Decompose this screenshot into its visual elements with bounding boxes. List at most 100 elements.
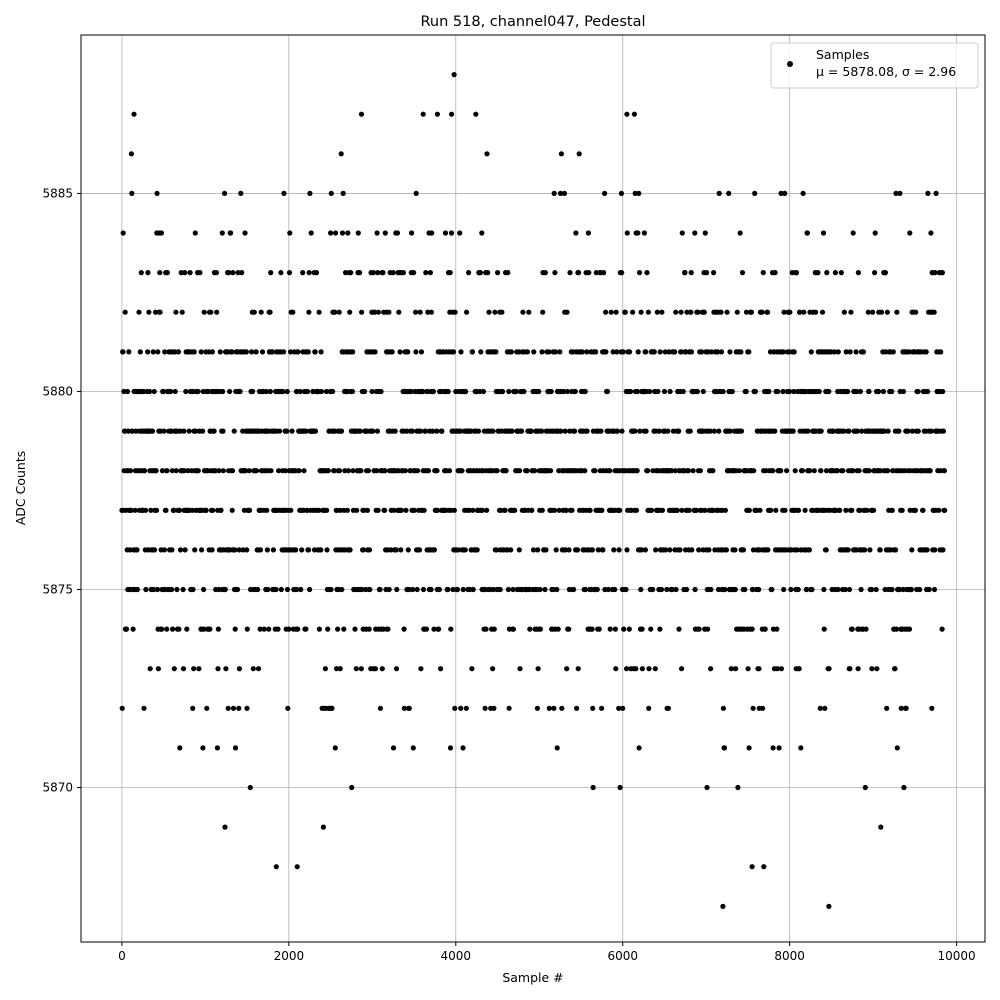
data-point (931, 586, 938, 593)
data-point (924, 547, 930, 553)
data-point (299, 547, 305, 553)
data-point (670, 428, 677, 434)
data-point (372, 309, 378, 315)
data-point (193, 428, 199, 434)
data-point (394, 586, 400, 593)
data-point (740, 547, 747, 553)
data-point (420, 388, 426, 395)
data-point (849, 626, 855, 632)
data-point (155, 666, 161, 672)
data-point (261, 626, 267, 632)
data-point (423, 270, 429, 276)
outlier-point (131, 111, 137, 117)
data-point (151, 388, 157, 395)
data-point (388, 547, 394, 553)
data-point (928, 230, 934, 236)
data-point (932, 270, 938, 276)
data-point (231, 428, 237, 434)
data-point (897, 586, 903, 593)
data-point (679, 507, 685, 513)
data-point (338, 428, 345, 434)
data-point (616, 547, 622, 553)
data-point (697, 468, 704, 474)
data-point (293, 547, 299, 553)
data-point (746, 349, 752, 355)
data-point (913, 309, 919, 315)
data-point (781, 586, 787, 593)
data-point (620, 349, 626, 355)
data-point (238, 190, 244, 196)
data-point (237, 388, 243, 395)
data-point (517, 666, 523, 672)
data-point (420, 586, 427, 593)
data-point (737, 230, 743, 236)
data-point (657, 349, 663, 355)
data-point (634, 468, 640, 474)
data-point (718, 349, 725, 355)
data-point (795, 507, 802, 513)
legend-box (770, 42, 979, 89)
data-point (282, 468, 289, 474)
data-point (548, 468, 554, 474)
data-point (173, 468, 179, 474)
data-point (702, 230, 708, 236)
data-point (590, 705, 596, 711)
data-point (750, 586, 756, 593)
data-point (358, 666, 364, 672)
data-point (688, 270, 694, 276)
data-point (337, 666, 343, 672)
data-point (534, 705, 541, 711)
data-point (599, 507, 605, 513)
data-point (567, 428, 573, 434)
data-point (561, 388, 567, 395)
data-point (620, 705, 626, 711)
data-point (787, 388, 793, 395)
data-point (430, 428, 436, 434)
data-point (726, 190, 732, 196)
data-point (158, 230, 164, 236)
data-point (874, 666, 880, 672)
data-point (727, 349, 733, 355)
data-point (527, 626, 533, 632)
data-point (477, 270, 483, 276)
data-point (613, 309, 619, 315)
x-tick-label: 8000 (774, 949, 805, 963)
data-point (479, 507, 485, 513)
data-point (361, 547, 367, 553)
data-point (236, 705, 242, 711)
data-point (410, 745, 416, 751)
data-point (211, 428, 217, 434)
data-point (860, 349, 867, 355)
data-point (815, 270, 821, 276)
data-point (562, 428, 568, 434)
data-point (664, 586, 670, 593)
data-point (877, 468, 884, 474)
data-point (528, 428, 534, 434)
data-point (220, 468, 226, 474)
legend-stats-label: μ = 5878.08, σ = 2.96 (816, 64, 956, 79)
data-point (119, 705, 125, 711)
data-point (215, 666, 221, 672)
data-point (801, 309, 807, 315)
data-point (313, 270, 320, 276)
data-point (374, 468, 380, 474)
data-point (816, 388, 822, 395)
data-point (414, 586, 420, 593)
chart-title: Run 518, channel047, Pedestal (420, 14, 645, 30)
data-point (232, 547, 238, 553)
data-point (751, 468, 757, 474)
data-point (735, 784, 741, 791)
data-point (225, 705, 231, 711)
data-point (593, 349, 599, 355)
data-point (845, 547, 851, 553)
data-point (284, 388, 290, 395)
data-point (824, 270, 830, 276)
data-point (882, 270, 889, 276)
data-point (180, 586, 186, 593)
data-point (552, 349, 559, 355)
data-point (598, 428, 604, 434)
data-point (510, 626, 516, 632)
data-point (807, 468, 813, 474)
data-point (561, 190, 568, 196)
